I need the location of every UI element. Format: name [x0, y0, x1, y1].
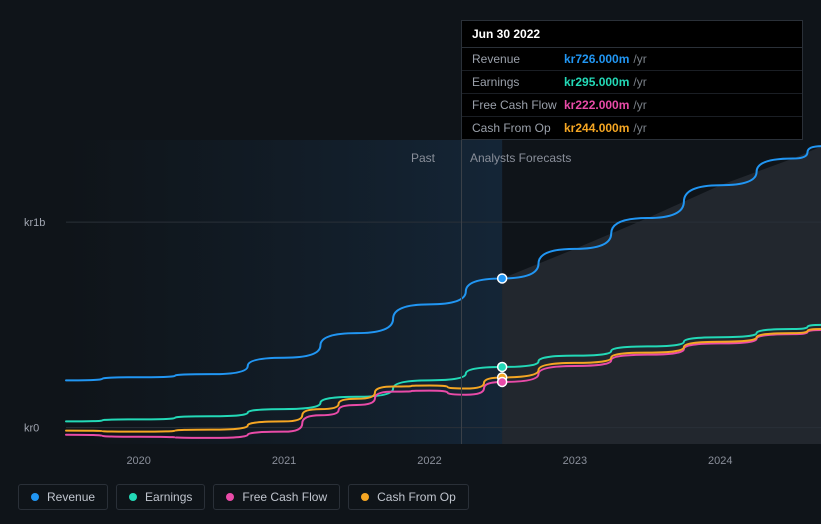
hover-marker-revenue — [498, 274, 507, 283]
forecast-label: Analysts Forecasts — [470, 151, 571, 165]
past-region — [66, 140, 502, 444]
tooltip-row: Free Cash Flowkr222.000m/yr — [462, 94, 802, 117]
legend-item-free-cash-flow[interactable]: Free Cash Flow — [213, 484, 340, 510]
tooltip-row: Cash From Opkr244.000m/yr — [462, 117, 802, 139]
x-axis-label: 2024 — [708, 455, 732, 467]
forecast-area — [502, 146, 821, 444]
tooltip-series-label: Earnings — [472, 75, 564, 89]
tooltip-series-value: kr244.000m — [564, 121, 629, 135]
legend-label: Earnings — [145, 490, 192, 504]
x-axis-label: 2021 — [272, 455, 296, 467]
tooltip-unit: /yr — [633, 52, 646, 66]
tooltip-row: Revenuekr726.000m/yr — [462, 48, 802, 71]
tooltip-unit: /yr — [633, 75, 646, 89]
tooltip-series-value: kr295.000m — [564, 75, 629, 89]
y-axis-label: kr0 — [24, 423, 39, 435]
tooltip-row: Earningskr295.000m/yr — [462, 71, 802, 94]
x-axis-label: 2022 — [417, 455, 441, 467]
tooltip-unit: /yr — [633, 121, 646, 135]
legend-item-revenue[interactable]: Revenue — [18, 484, 108, 510]
legend-item-cash-from-op[interactable]: Cash From Op — [348, 484, 469, 510]
hover-marker-fcf — [498, 377, 507, 386]
tooltip-unit: /yr — [633, 98, 646, 112]
legend-item-earnings[interactable]: Earnings — [116, 484, 205, 510]
tooltip-date: Jun 30 2022 — [462, 21, 802, 48]
y-axis-label: kr1b — [24, 217, 45, 229]
legend-dot-icon — [226, 493, 234, 501]
tooltip-series-value: kr726.000m — [564, 52, 629, 66]
x-axis-label: 2023 — [563, 455, 587, 467]
tooltip-series-label: Cash From Op — [472, 121, 564, 135]
legend-dot-icon — [361, 493, 369, 501]
legend-dot-icon — [129, 493, 137, 501]
tooltip-series-label: Free Cash Flow — [472, 98, 564, 112]
legend-dot-icon — [31, 493, 39, 501]
legend-label: Cash From Op — [377, 490, 456, 504]
legend-label: Free Cash Flow — [242, 490, 327, 504]
tooltip-series-value: kr222.000m — [564, 98, 629, 112]
tooltip-series-label: Revenue — [472, 52, 564, 66]
hover-tooltip: Jun 30 2022 Revenuekr726.000m/yrEarnings… — [461, 20, 803, 140]
hover-marker-earnings — [498, 362, 507, 371]
x-axis-label: 2020 — [126, 455, 150, 467]
past-label: Past — [411, 151, 435, 165]
chart-legend: Revenue Earnings Free Cash Flow Cash From O… — [18, 484, 469, 510]
legend-label: Revenue — [47, 490, 95, 504]
